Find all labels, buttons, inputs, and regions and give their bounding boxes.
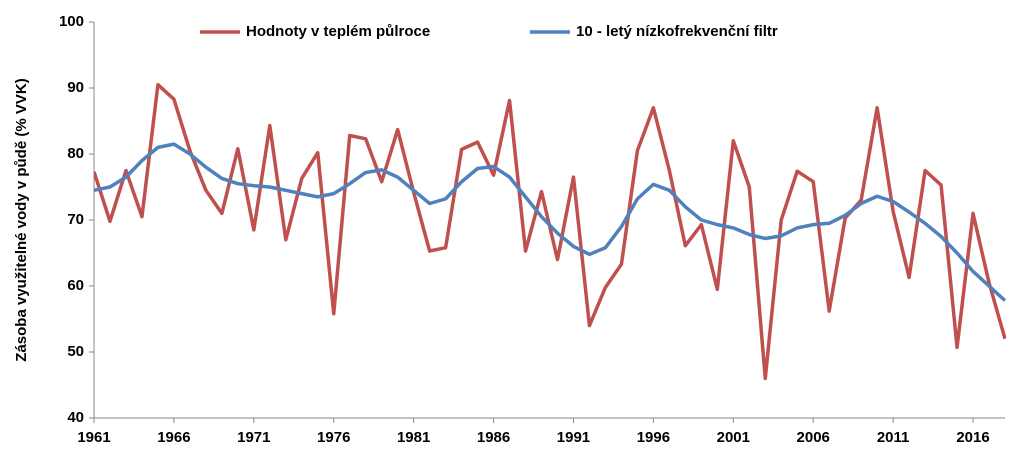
legend-label: 10 - letý nízkofrekvenční filtr: [576, 23, 778, 40]
y-tick-label: 40: [67, 409, 84, 426]
x-tick-label: 1991: [557, 429, 590, 446]
x-tick-label: 1996: [637, 429, 670, 446]
x-tick-label: 2001: [717, 429, 750, 446]
y-tick-label: 70: [67, 211, 84, 228]
x-tick-label: 1976: [317, 429, 350, 446]
x-tick-label: 1986: [477, 429, 510, 446]
x-tick-label: 2011: [877, 429, 910, 446]
x-tick-label: 1966: [157, 429, 190, 446]
y-axis-label: Zásoba využitelné vody v půdě (% VVK): [13, 78, 30, 361]
x-tick-label: 1971: [237, 429, 270, 446]
x-tick-label: 1981: [397, 429, 430, 446]
y-tick-label: 80: [67, 145, 84, 162]
y-tick-label: 50: [67, 343, 84, 360]
legend-label: Hodnoty v teplém půlroce: [246, 23, 430, 40]
x-tick-label: 2016: [956, 429, 989, 446]
y-tick-label: 90: [67, 79, 84, 96]
series-line: [94, 142, 1006, 302]
x-tick-label: 1961: [77, 429, 110, 446]
x-tick-label: 2006: [797, 429, 830, 446]
y-tick-label: 100: [59, 13, 84, 30]
y-tick-label: 60: [67, 277, 84, 294]
series-line: [94, 82, 1006, 381]
